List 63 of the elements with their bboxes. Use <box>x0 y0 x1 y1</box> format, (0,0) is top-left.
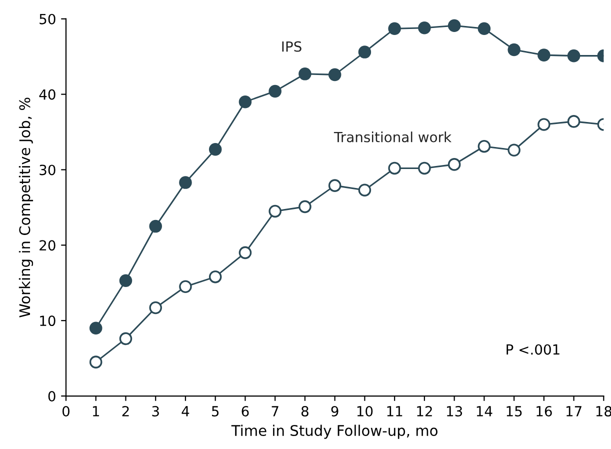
point <box>298 68 312 80</box>
point <box>89 322 102 335</box>
x-tick-label: 15 <box>506 406 522 416</box>
point <box>538 48 550 62</box>
series-label: Transitional work <box>334 132 452 142</box>
x-tick-label: 12 <box>417 406 432 416</box>
y-tick-label: 0 <box>48 390 56 402</box>
x-tick-label: 16 <box>536 406 552 416</box>
x-tick-label: 1 <box>92 406 99 416</box>
point <box>208 270 222 284</box>
point <box>538 118 550 131</box>
point <box>567 49 580 62</box>
point <box>268 204 282 218</box>
point <box>268 84 282 98</box>
point <box>149 220 162 233</box>
point <box>208 142 222 156</box>
x-tick-label: 11 <box>387 406 402 416</box>
point <box>179 280 192 294</box>
point <box>179 176 192 189</box>
point <box>508 43 520 56</box>
point <box>238 246 252 260</box>
point <box>448 19 461 32</box>
x-tick-label: 14 <box>476 406 492 416</box>
x-tick-label: 5 <box>212 406 219 416</box>
point <box>298 200 312 214</box>
y-tick-label: 30 <box>40 164 56 176</box>
x-tick-label: 8 <box>301 406 308 416</box>
x-tick-label: 3 <box>152 406 159 416</box>
series-label: IPS <box>282 41 302 52</box>
y-axis-title: Working in Competitive Job, % <box>18 98 34 318</box>
point <box>418 22 431 34</box>
x-tick-label: 2 <box>122 406 129 416</box>
y-tick-label: 10 <box>40 316 56 326</box>
point <box>238 95 252 108</box>
x-tick-label: 4 <box>182 406 190 416</box>
point <box>119 274 132 287</box>
point <box>448 158 461 171</box>
y-tick-label: 20 <box>40 240 56 251</box>
annotation: P <.001 <box>506 344 560 355</box>
x-tick-label: 13 <box>447 406 462 416</box>
point <box>418 162 431 175</box>
x-tick-label: 17 <box>566 406 582 416</box>
point <box>328 68 342 82</box>
y-tick-label: 40 <box>39 89 56 100</box>
x-tick-label: 6 <box>242 406 249 416</box>
point <box>388 162 401 175</box>
point <box>567 115 580 128</box>
x-tick-label: 7 <box>272 406 278 416</box>
point <box>358 46 372 58</box>
point <box>358 184 372 196</box>
point <box>149 301 162 314</box>
x-tick-label: 0 <box>62 406 70 416</box>
x-tick-label: 9 <box>331 406 338 416</box>
x-tick-label: 10 <box>357 406 373 416</box>
point <box>508 144 520 156</box>
point <box>478 22 491 36</box>
point <box>89 356 102 368</box>
point <box>119 332 132 346</box>
point <box>478 140 491 153</box>
y-tick-label: 50 <box>40 14 56 24</box>
point <box>328 179 342 192</box>
x-axis-title: Time in Study Follow-up, mo <box>231 424 438 439</box>
point <box>388 22 401 36</box>
